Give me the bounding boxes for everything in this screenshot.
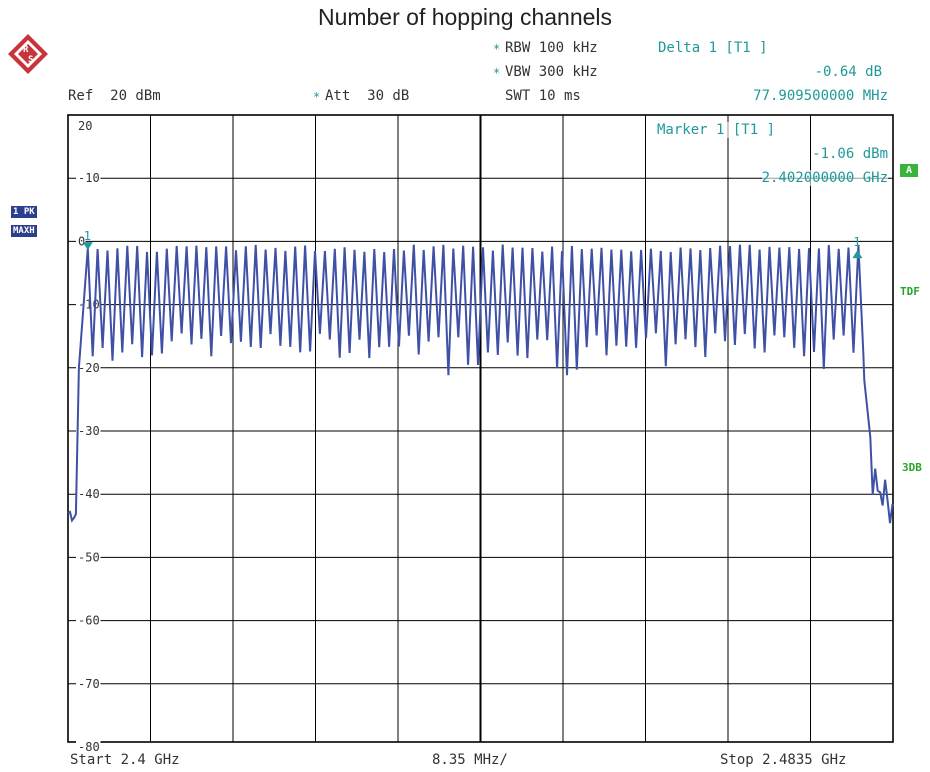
- tdf-tag: TDF: [900, 285, 920, 298]
- swt-label: SWT 10 ms: [505, 88, 581, 104]
- y-tick-label: -10: [78, 171, 100, 185]
- svg-text:R: R: [23, 45, 29, 55]
- marker-1-label: 1: [84, 229, 91, 243]
- trace-a-tag: A: [900, 164, 919, 177]
- stop-frequency: Stop 2.4835 GHz: [720, 752, 847, 768]
- att-label: Att 30 dB: [325, 88, 410, 104]
- spectrum-trace: [67, 244, 894, 524]
- 3db-tag: 3DB: [902, 461, 922, 474]
- y-tick-bg: [76, 487, 101, 501]
- rohde-schwarz-logo: R S: [8, 34, 48, 74]
- y-tick-bg: [76, 550, 101, 564]
- start-frequency: Start 2.4 GHz: [70, 752, 180, 768]
- delta-1-label: 1: [853, 235, 860, 249]
- y-tick-bg: [76, 424, 101, 437]
- rbw-label: RBW 100 kHz: [505, 40, 598, 56]
- y-tick-label: 0: [78, 234, 85, 248]
- y-tick-label: -50: [78, 550, 100, 564]
- y-tick-bg: [76, 613, 101, 627]
- span-per-division: 8.35 MHz/: [432, 752, 508, 768]
- y-tick-label: -60: [78, 614, 100, 628]
- y-tick-bg: [76, 740, 101, 753]
- y-tick-bg: [76, 119, 93, 132]
- y-tick-label: 20: [78, 119, 92, 133]
- y-tick-bg: [76, 360, 101, 374]
- y-tick-label: -20: [78, 361, 100, 375]
- att-star: *: [313, 90, 321, 104]
- svg-text:S: S: [28, 55, 33, 65]
- delta-1-triangle: [852, 250, 863, 259]
- delta-frequency: 77.909500000 MHz: [753, 88, 888, 104]
- y-tick-label: -80: [78, 740, 100, 754]
- y-tick-labels: 20 -10 0 -10 -20 -30 -40 -50 -60 -70 -80: [76, 119, 101, 754]
- y-tick-label: -70: [78, 677, 100, 691]
- y-tick-bg: [76, 676, 101, 690]
- marker-1-triangle: [82, 242, 93, 251]
- delta-level: -0.64 dB: [814, 64, 882, 80]
- rbw-star: *: [493, 42, 501, 56]
- y-tick-bg: [76, 171, 101, 185]
- delta-title: Delta 1 [T1 ]: [658, 40, 768, 56]
- y-tick-label: -40: [78, 487, 100, 501]
- trace-maxh-badge: MAXH: [11, 225, 37, 237]
- chart-title: Number of hopping channels: [317, 4, 613, 30]
- marker-title: Marker 1 [T1 ]: [657, 122, 776, 138]
- vbw-star: *: [493, 66, 501, 80]
- trace-pk-badge: 1 PK: [11, 206, 37, 218]
- y-tick-bg: [76, 234, 86, 248]
- y-tick-label: -10: [78, 298, 100, 312]
- vbw-label: VBW 300 kHz: [505, 64, 598, 80]
- y-tick-label: -30: [78, 424, 100, 438]
- marker-frequency: 2.402000000 GHz: [761, 170, 888, 186]
- ref-label: Ref 20 dBm: [68, 88, 161, 104]
- marker-level: -1.06 dBm: [812, 146, 888, 162]
